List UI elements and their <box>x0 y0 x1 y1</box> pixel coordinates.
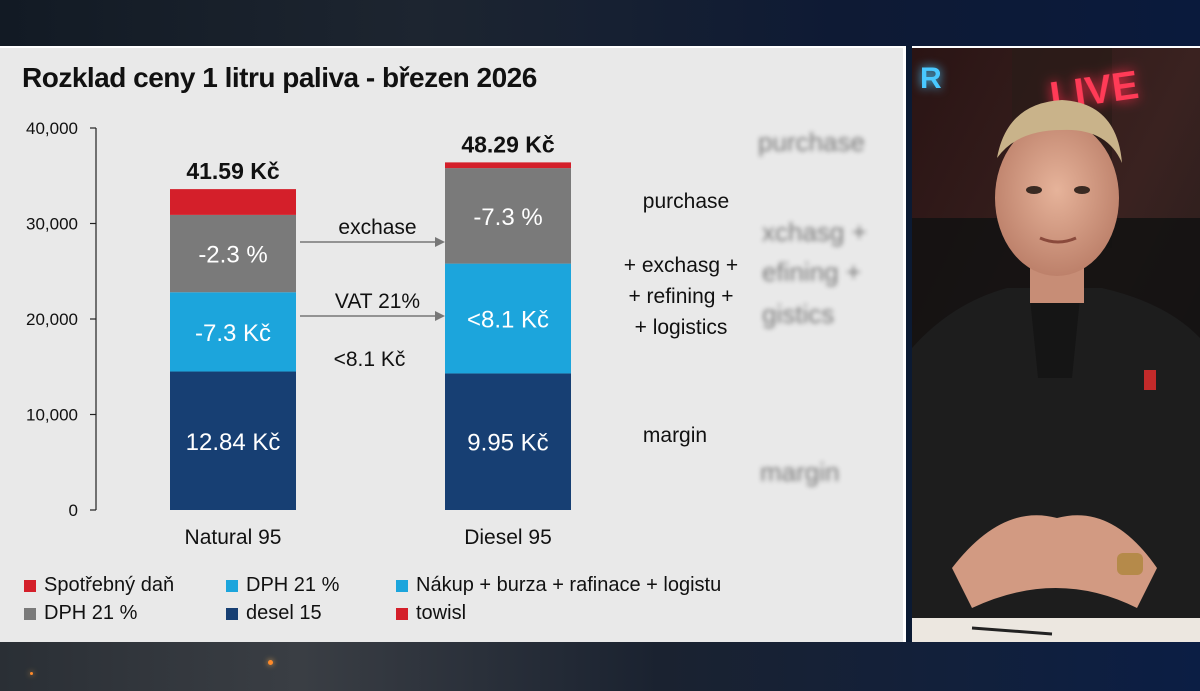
stacked-bar-chart: 0 10,000 20,000 30,000 40,000 12.84 Kč -7.3 Kč… <box>26 119 738 549</box>
chart-title: Rozklad ceny 1 litru paliva - březen 202… <box>22 62 537 93</box>
chart-panel: Rozklad ceny 1 litru paliva - březen 202… <box>0 46 906 642</box>
annotation-components: + logistics <box>635 316 728 339</box>
bar-segment <box>170 189 296 215</box>
x-category-label: Diesel 95 <box>464 526 552 549</box>
bar-segment <box>445 162 571 169</box>
background-top <box>0 0 1200 46</box>
arrow-vat-head <box>435 311 445 321</box>
arrow-exchase-label: exchase <box>338 216 416 239</box>
segment-label: <8.1 Kč <box>467 307 549 334</box>
annotation-components: + exchasg + <box>624 254 738 277</box>
annotation-margin: margin <box>643 424 707 447</box>
neon-sign-left: R <box>920 62 942 95</box>
desk <box>912 618 1200 642</box>
y-tick-label: 40,000 <box>26 119 78 138</box>
bar-total-label: 48.29 Kč <box>461 131 555 157</box>
bar-segment <box>445 168 571 264</box>
wristwatch <box>1117 553 1143 575</box>
ghost-text-middle-1: xchasg + <box>762 217 867 247</box>
background-bottom <box>0 642 1200 691</box>
segment-label: 9.95 Kč <box>467 430 548 457</box>
segment-label: 12.84 Kč <box>186 429 281 456</box>
bar-total-label: 41.59 Kč <box>186 158 280 184</box>
arrow-exchase-head <box>435 237 445 247</box>
ghost-text-margin: margin <box>760 457 840 487</box>
presenter-video: LIVE R <box>912 46 1200 642</box>
segment-label: -7.3 Kč <box>195 320 271 347</box>
y-tick-label: 0 <box>69 501 78 520</box>
segment-label: -7.3 % <box>473 204 542 231</box>
y-tick-label: 20,000 <box>26 310 78 329</box>
annotation-below-arrow: <8.1 Kč <box>334 348 406 371</box>
annotation-components: + refining + <box>628 285 733 308</box>
spark-decoration <box>30 672 33 675</box>
x-category-label: Natural 95 <box>185 526 282 549</box>
ghost-text-purchase: purchase <box>758 127 865 157</box>
ghost-text-middle-3: gistics <box>762 299 835 329</box>
bar-segment <box>445 373 571 510</box>
presenter-hair <box>997 100 1122 163</box>
spark-decoration <box>268 660 273 665</box>
bar-segment <box>170 371 296 510</box>
segment-label: -2.3 % <box>198 242 267 269</box>
presenter-face <box>995 120 1119 276</box>
lapel-pin <box>1144 370 1156 390</box>
annotation-purchase: purchase <box>643 190 729 213</box>
ghost-text-middle-2: efining + <box>762 257 862 287</box>
bar-segment <box>445 263 571 374</box>
bar-segment <box>170 214 296 293</box>
y-tick-label: 30,000 <box>26 215 78 234</box>
arrow-vat-label: VAT 21% <box>335 290 420 313</box>
bar-segment <box>170 292 296 372</box>
y-tick-label: 10,000 <box>26 406 78 425</box>
presenter-hands <box>952 515 1157 608</box>
presenter-image: LIVE R <box>912 48 1200 642</box>
